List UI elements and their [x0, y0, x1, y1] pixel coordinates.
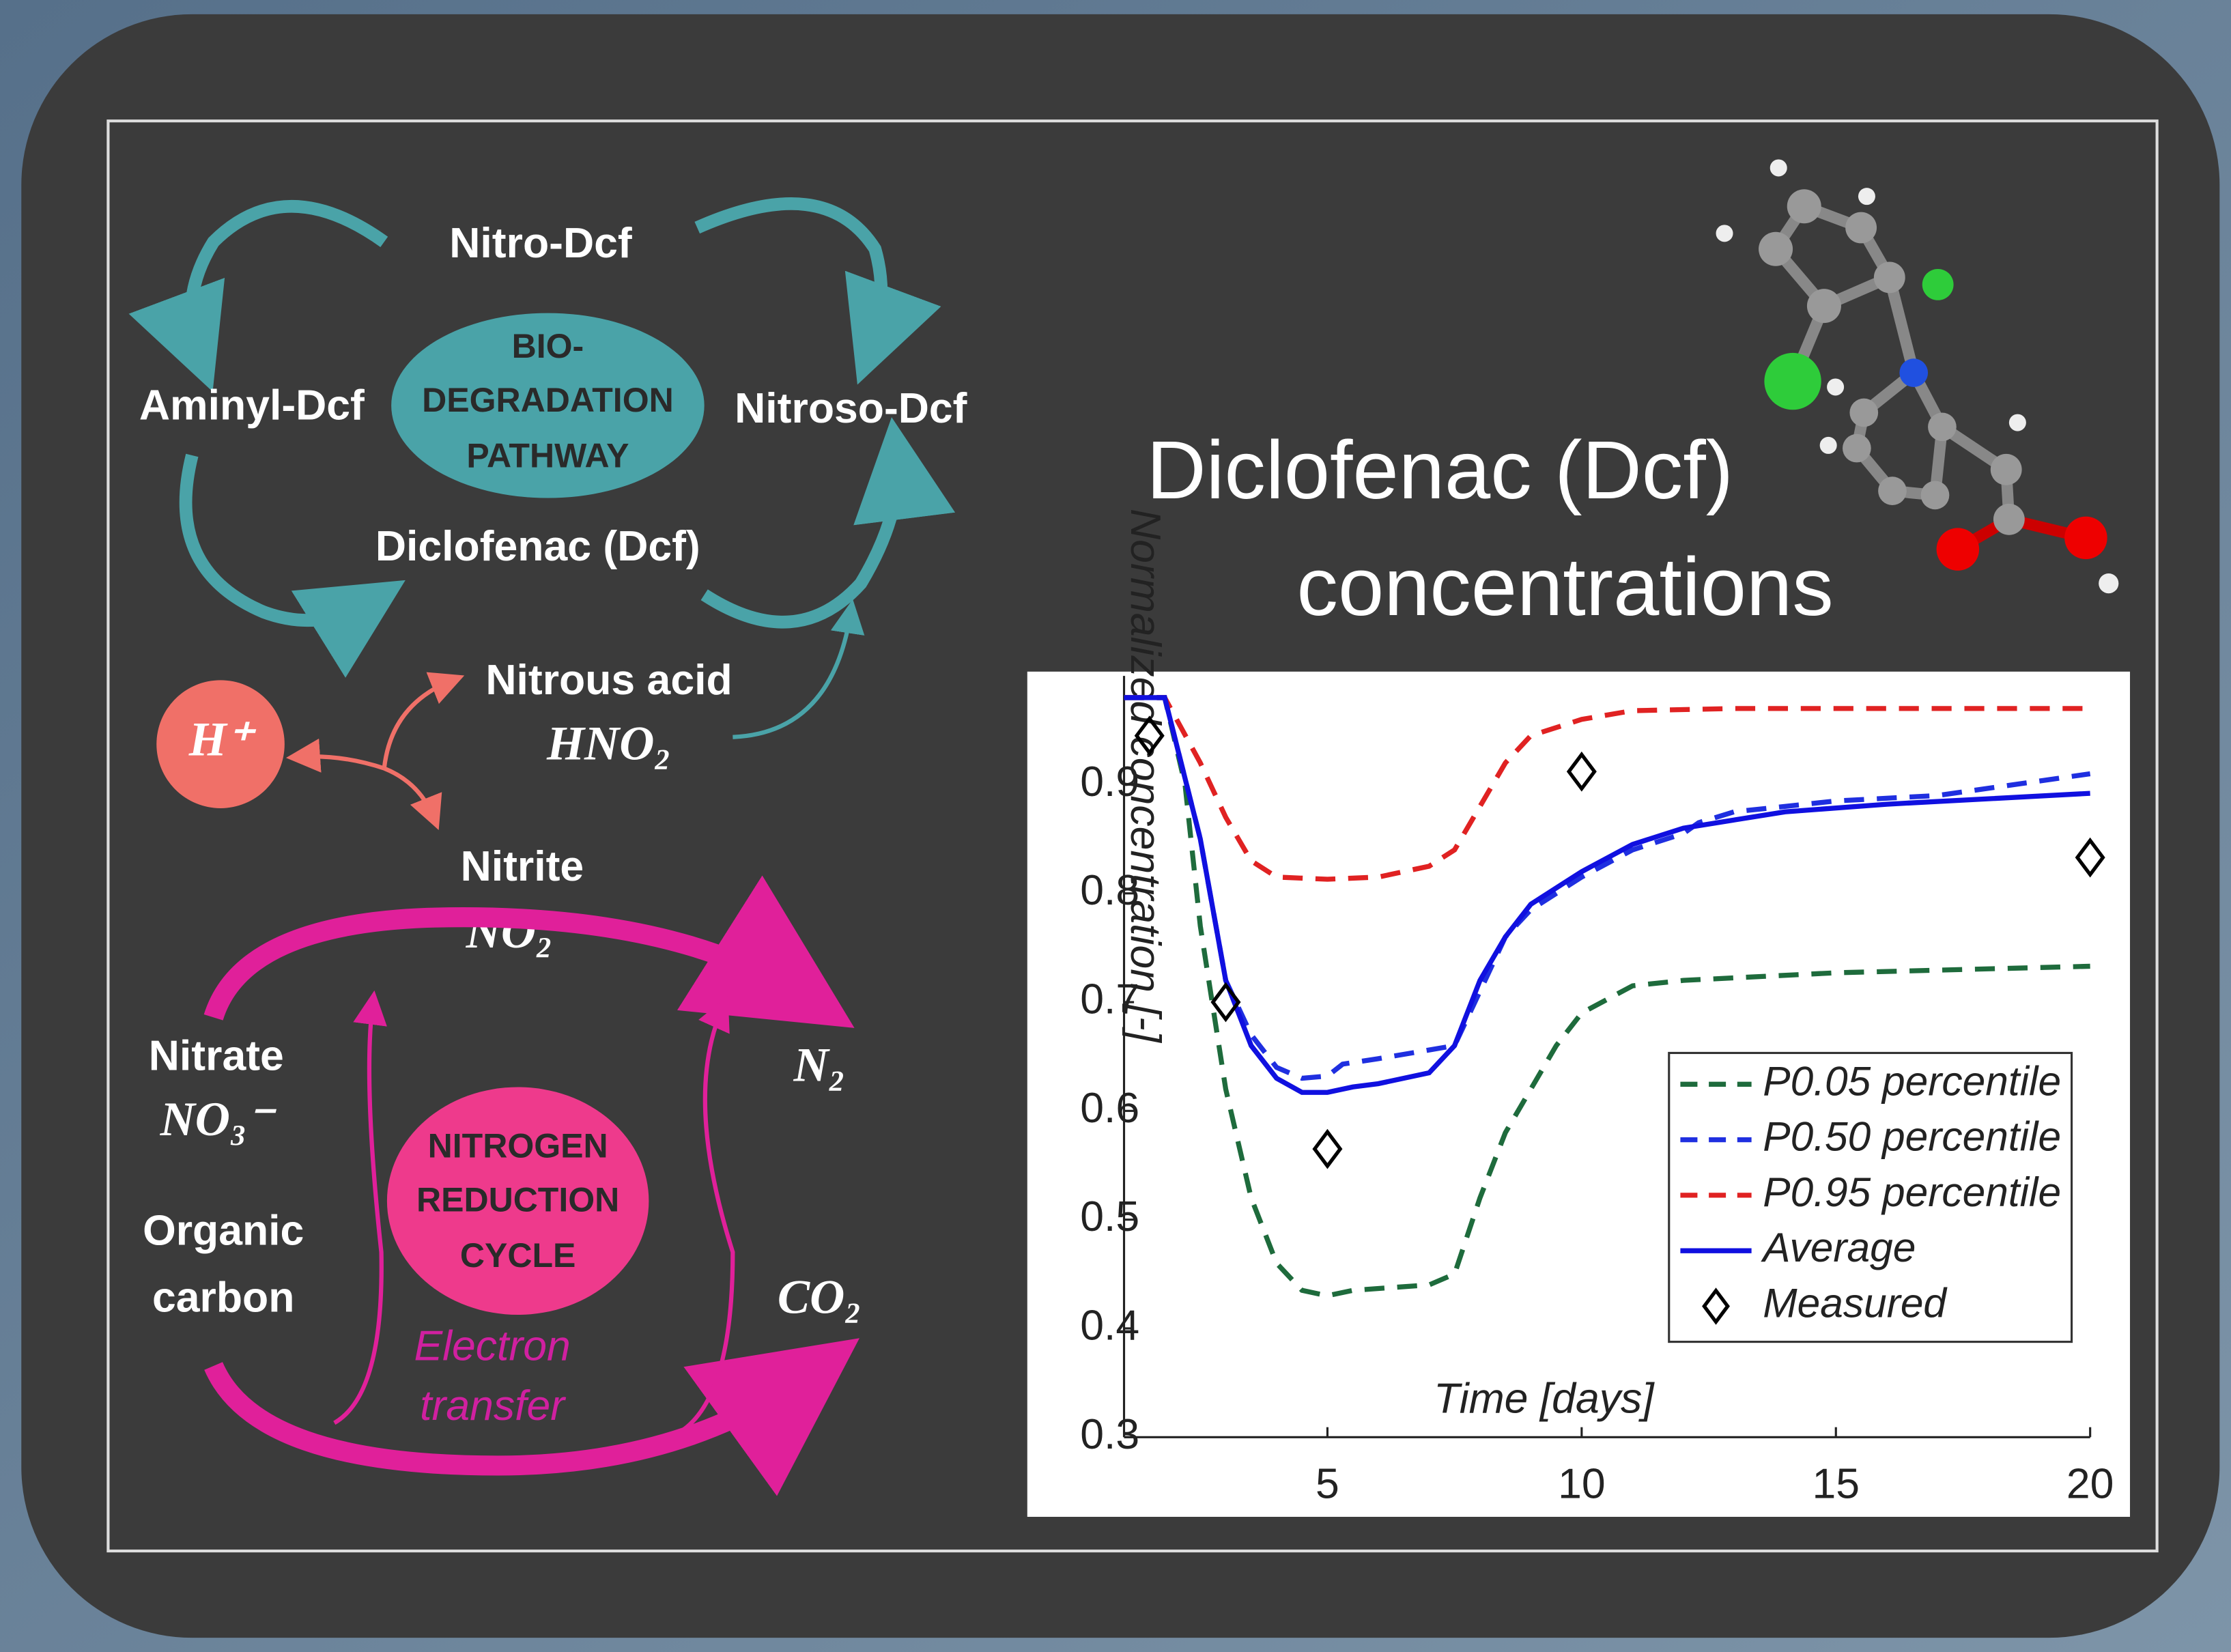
legend-label: P0.95 percentile [1763, 1169, 2061, 1215]
electron-label: transfer [420, 1382, 566, 1429]
pathway-center-label: PATHWAY [466, 436, 629, 474]
legend-label: P0.50 percentile [1763, 1113, 2061, 1160]
pathway-node: Nitro-Dcf [449, 219, 632, 267]
pathway-center-label: BIO- [512, 327, 584, 365]
x-tick-label: 15 [1812, 1460, 1860, 1508]
graphical-abstract: BIO- DEGRADATION PATHWAY Nitro-Dcf Aminy… [0, 0, 2231, 1652]
pathway-center-label: DEGRADATION [422, 381, 674, 419]
page: BIO- DEGRADATION PATHWAY Nitro-Dcf Aminy… [0, 0, 2231, 1652]
acid-label: Nitrous acid [485, 656, 732, 704]
x-tick-label: 5 [1316, 1460, 1339, 1508]
y-axis-label: Normalized concentration [-] [1122, 509, 1169, 1043]
legend-label: Average [1761, 1224, 1916, 1270]
cycle-center-label: NITROGEN [428, 1126, 608, 1165]
cycle-center-label: CYCLE [460, 1236, 576, 1274]
electron-label: Electron [414, 1322, 570, 1370]
x-tick-label: 20 [2066, 1460, 2114, 1508]
proton-label: H⁺ [188, 713, 257, 766]
n2-formula: N₂ [793, 1039, 846, 1092]
carbon-label: Organic [143, 1207, 304, 1255]
y-tick-label: 0.4 [1080, 1301, 1139, 1349]
pathway-node: Aminyl-Dcf [139, 382, 365, 429]
x-axis-label: Time [days] [1434, 1375, 1655, 1423]
carbon-label: carbon [152, 1274, 294, 1322]
y-tick-label: 0.6 [1080, 1084, 1139, 1132]
pathway-node: Diclofenac (Dcf) [375, 522, 700, 570]
cycle-center-label: REDUCTION [416, 1181, 619, 1219]
nitrate-label: Nitrate [149, 1031, 284, 1079]
y-tick-label: 0.5 [1080, 1193, 1139, 1240]
x-tick-label: 10 [1558, 1460, 1606, 1508]
y-tick-label: 0.3 [1080, 1410, 1139, 1458]
legend-label: Measured [1763, 1279, 1948, 1326]
title: Diclofenac (Dcf) [1146, 424, 1733, 516]
nitrate-formula: NO₃⁻ [160, 1093, 277, 1146]
acid-formula: HNO₂ [546, 717, 671, 771]
co2-formula: CO₂ [778, 1270, 862, 1324]
pathway-node: Nitroso-Dcf [735, 384, 967, 432]
nitrite-label: Nitrite [461, 842, 584, 890]
legend-label: P0.05 percentile [1763, 1057, 2061, 1104]
title: concentrations [1297, 541, 1834, 633]
